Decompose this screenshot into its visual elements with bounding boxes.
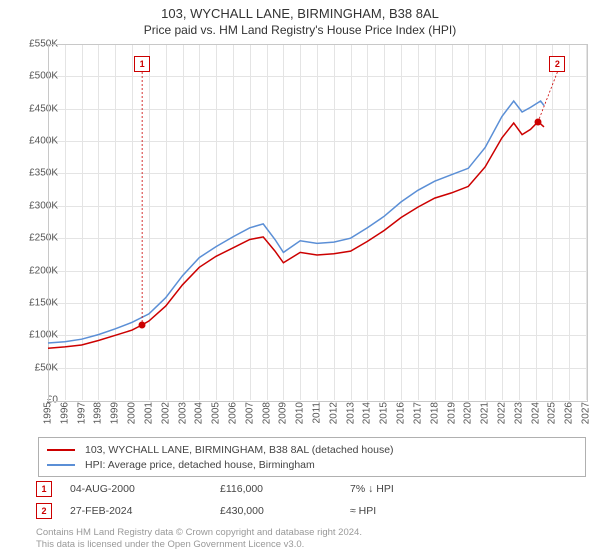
x-axis-label: 2016 bbox=[396, 402, 407, 424]
table-row: 1 04-AUG-2000 £116,000 7% ↓ HPI bbox=[36, 478, 586, 500]
table-row: 2 27-FEB-2024 £430,000 ≈ HPI bbox=[36, 500, 586, 522]
x-axis-label: 2003 bbox=[177, 402, 188, 424]
trans-pct-2: ≈ HPI bbox=[350, 505, 460, 517]
x-axis-label: 2021 bbox=[480, 402, 491, 424]
x-axis-label: 2027 bbox=[581, 402, 592, 424]
chart-marker-box: 1 bbox=[134, 56, 150, 72]
x-axis-label: 2006 bbox=[227, 402, 238, 424]
chart-title: 103, WYCHALL LANE, BIRMINGHAM, B38 8AL bbox=[0, 0, 600, 21]
chart-marker-box: 2 bbox=[549, 56, 565, 72]
x-axis-label: 2026 bbox=[564, 402, 575, 424]
chart-subtitle: Price paid vs. HM Land Registry's House … bbox=[0, 21, 600, 37]
x-axis-label: 2010 bbox=[295, 402, 306, 424]
trans-date-2: 27-FEB-2024 bbox=[70, 505, 220, 517]
x-axis-label: 2022 bbox=[496, 402, 507, 424]
x-axis-label: 1998 bbox=[93, 402, 104, 424]
x-axis-label: 2025 bbox=[547, 402, 558, 424]
footer-text: Contains HM Land Registry data © Crown c… bbox=[36, 527, 586, 552]
chart-container: 103, WYCHALL LANE, BIRMINGHAM, B38 8AL P… bbox=[0, 0, 600, 560]
x-axis-label: 2000 bbox=[127, 402, 138, 424]
chart-marker-dot bbox=[139, 321, 146, 328]
series-line-1 bbox=[48, 101, 544, 343]
trans-price-1: £116,000 bbox=[220, 483, 350, 495]
chart-marker-dot bbox=[535, 118, 542, 125]
x-axis-label: 2012 bbox=[328, 402, 339, 424]
x-axis-label: 2013 bbox=[345, 402, 356, 424]
x-axis-label: 2008 bbox=[261, 402, 272, 424]
marker-leader-line bbox=[538, 72, 557, 122]
x-axis-label: 2014 bbox=[362, 402, 373, 424]
x-axis-label: 2015 bbox=[379, 402, 390, 424]
x-axis-label: 1999 bbox=[110, 402, 121, 424]
trans-marker-1: 1 bbox=[36, 481, 52, 497]
legend-label-1: 103, WYCHALL LANE, BIRMINGHAM, B38 8AL (… bbox=[85, 444, 394, 456]
x-axis-label: 2001 bbox=[143, 402, 154, 424]
trans-date-1: 04-AUG-2000 bbox=[70, 483, 220, 495]
x-axis-label: 1995 bbox=[43, 402, 54, 424]
legend-item-2: HPI: Average price, detached house, Birm… bbox=[47, 457, 577, 472]
series-line-0 bbox=[48, 122, 544, 349]
x-axis-label: 1997 bbox=[76, 402, 87, 424]
x-axis-label: 2023 bbox=[513, 402, 524, 424]
trans-price-2: £430,000 bbox=[220, 505, 350, 517]
x-axis-label: 2002 bbox=[160, 402, 171, 424]
x-axis-label: 2004 bbox=[194, 402, 205, 424]
x-axis-label: 2007 bbox=[244, 402, 255, 424]
footer-line-2: This data is licensed under the Open Gov… bbox=[36, 539, 304, 550]
x-axis-label: 2018 bbox=[429, 402, 440, 424]
legend-swatch-1 bbox=[47, 449, 75, 451]
x-axis-label: 1996 bbox=[59, 402, 70, 424]
legend-swatch-2 bbox=[47, 464, 75, 466]
transaction-table: 1 04-AUG-2000 £116,000 7% ↓ HPI 2 27-FEB… bbox=[36, 478, 586, 522]
trans-marker-2: 2 bbox=[36, 503, 52, 519]
x-axis-label: 2009 bbox=[278, 402, 289, 424]
x-axis-label: 2005 bbox=[211, 402, 222, 424]
x-axis-label: 2024 bbox=[530, 402, 541, 424]
legend-box: 103, WYCHALL LANE, BIRMINGHAM, B38 8AL (… bbox=[38, 437, 586, 477]
x-axis-label: 2011 bbox=[312, 402, 323, 424]
legend-item-1: 103, WYCHALL LANE, BIRMINGHAM, B38 8AL (… bbox=[47, 442, 577, 457]
trans-pct-1: 7% ↓ HPI bbox=[350, 483, 460, 495]
x-axis-label: 2017 bbox=[412, 402, 423, 424]
line-svg bbox=[48, 44, 586, 400]
x-axis-label: 2019 bbox=[446, 402, 457, 424]
footer-line-1: Contains HM Land Registry data © Crown c… bbox=[36, 527, 362, 538]
legend-label-2: HPI: Average price, detached house, Birm… bbox=[85, 459, 315, 471]
x-axis-label: 2020 bbox=[463, 402, 474, 424]
